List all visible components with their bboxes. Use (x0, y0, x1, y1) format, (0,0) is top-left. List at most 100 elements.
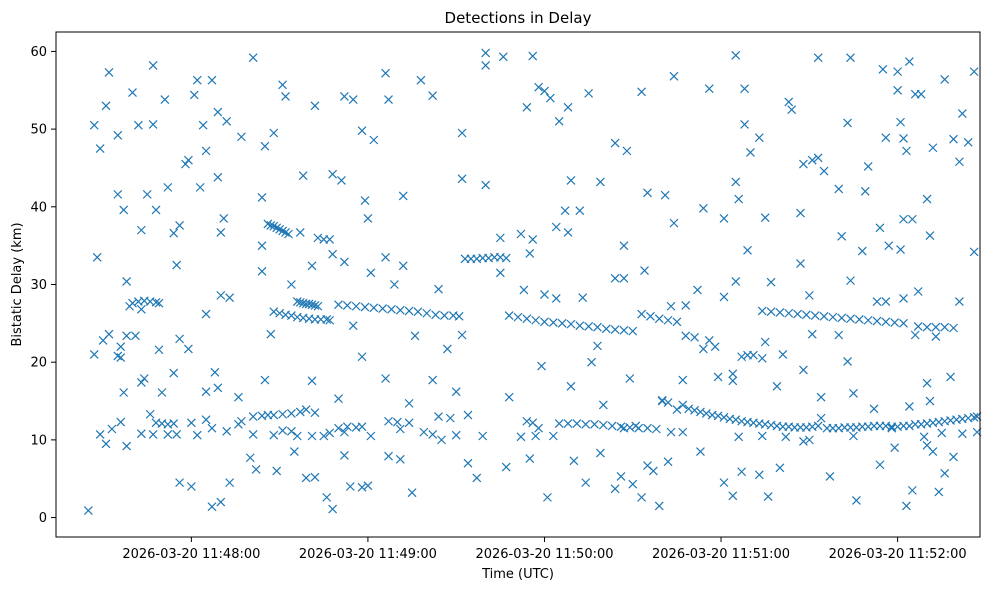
data-point-23 (278, 80, 288, 90)
data-point-70 (899, 134, 908, 143)
data-point-231 (881, 317, 891, 327)
data-point-229 (863, 315, 873, 325)
data-point-228 (854, 315, 864, 324)
data-point-197 (522, 314, 532, 324)
data-point-467 (339, 427, 349, 437)
data-point-112 (563, 228, 573, 237)
data-point-350 (145, 409, 155, 419)
data-point-289 (743, 245, 752, 255)
data-point-250 (154, 345, 164, 355)
data-point-376 (534, 423, 544, 433)
data-point-288 (731, 276, 741, 286)
data-point-273 (495, 268, 505, 278)
data-point-448 (122, 441, 132, 451)
data-point-530 (737, 467, 747, 477)
x-tick-label-0: 2026-03-20 11:48:00 (122, 547, 260, 562)
data-point-463 (292, 431, 302, 441)
data-point-362 (295, 407, 305, 417)
data-point-166 (307, 300, 317, 310)
data-point-138 (863, 161, 873, 171)
data-point-14 (192, 75, 202, 85)
data-point-126 (813, 153, 823, 163)
data-point-284 (681, 301, 691, 310)
data-point-19 (236, 132, 246, 142)
data-point-183 (360, 302, 370, 312)
data-point-511 (463, 458, 473, 468)
data-point-36 (457, 128, 467, 138)
data-point-305 (704, 336, 714, 345)
data-point-313 (157, 388, 167, 397)
x-axis-label: Time (UTC) (481, 567, 554, 582)
data-point-464 (307, 431, 317, 441)
data-point-114 (575, 206, 585, 216)
data-point-182 (351, 301, 361, 311)
data-point-271 (442, 344, 452, 354)
data-point-401 (731, 415, 741, 425)
data-point-96 (257, 193, 267, 202)
data-point-68 (893, 85, 903, 95)
data-point-125 (796, 208, 805, 218)
data-point-118 (660, 190, 670, 200)
data-point-477 (666, 427, 676, 437)
data-point-513 (501, 462, 511, 472)
data-point-41 (528, 51, 538, 61)
data-point-97 (257, 241, 267, 251)
data-point-132 (884, 241, 894, 251)
data-point-525 (654, 501, 664, 511)
data-point-92 (201, 146, 211, 156)
data-point-505 (357, 482, 367, 492)
data-point-134 (899, 214, 908, 224)
data-point-516 (569, 456, 579, 466)
data-point-30 (357, 126, 367, 136)
data-point-337 (728, 376, 738, 386)
data-point-483 (849, 431, 858, 441)
data-point-46 (563, 102, 573, 112)
data-point-382 (598, 420, 608, 430)
data-point-253 (183, 344, 193, 354)
data-point-248 (122, 276, 132, 286)
data-point-484 (919, 432, 929, 442)
data-point-95 (219, 214, 229, 223)
data-point-200 (548, 318, 558, 327)
data-point-269 (410, 331, 420, 341)
data-point-471 (428, 430, 438, 439)
data-point-251 (139, 374, 149, 383)
data-point-268 (398, 261, 408, 271)
data-point-172 (286, 311, 296, 321)
data-point-192 (440, 311, 449, 321)
data-point-11 (181, 159, 190, 169)
data-point-517 (581, 478, 591, 488)
data-point-323 (381, 374, 391, 383)
data-point-299 (931, 332, 941, 341)
data-point-285 (693, 285, 702, 295)
data-point-180 (334, 300, 343, 310)
data-point-374 (522, 416, 532, 426)
data-point-216 (690, 332, 699, 342)
data-point-205 (593, 322, 602, 332)
data-point-234 (913, 322, 923, 331)
data-point-532 (763, 492, 773, 502)
data-point-190 (422, 308, 432, 318)
data-point-283 (666, 301, 676, 311)
data-point-20 (248, 53, 258, 63)
data-point-486 (957, 429, 967, 439)
data-point-392 (678, 400, 688, 410)
data-point-215 (681, 331, 691, 341)
data-point-496 (251, 464, 261, 474)
data-point-146 (284, 229, 293, 239)
data-point-356 (248, 412, 258, 422)
data-point-48 (610, 138, 620, 148)
data-point-191 (431, 310, 441, 320)
data-point-349 (737, 352, 747, 362)
data-point-535 (825, 471, 835, 481)
data-point-344 (925, 396, 935, 406)
x-tick-label-1: 2026-03-20 11:49:00 (299, 547, 437, 562)
data-point-531 (754, 470, 764, 480)
data-point-361 (286, 409, 296, 418)
data-point-162 (295, 297, 305, 307)
data-point-544 (949, 452, 958, 462)
data-point-340 (816, 392, 826, 402)
data-point-490 (175, 478, 185, 488)
data-point-465 (319, 431, 329, 441)
data-point-93 (213, 172, 223, 182)
